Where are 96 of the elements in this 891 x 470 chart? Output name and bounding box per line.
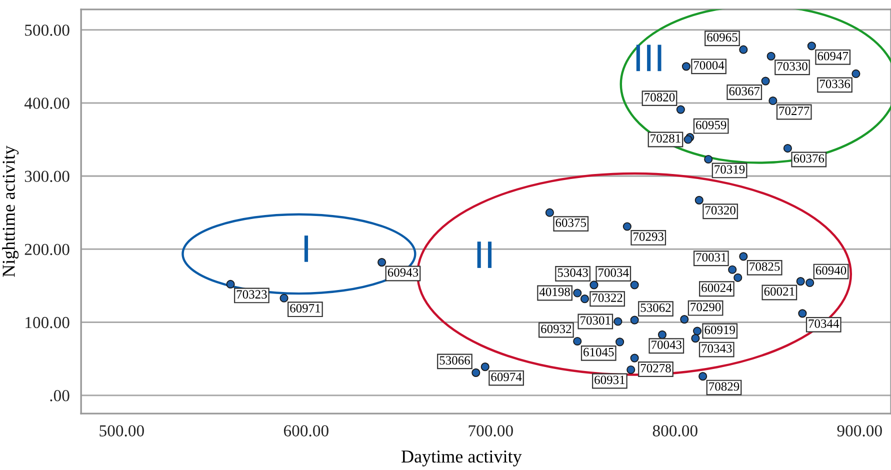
annotation: 40198	[539, 288, 570, 296]
point	[573, 336, 582, 346]
point	[783, 144, 792, 153]
point	[739, 45, 748, 54]
point	[680, 315, 689, 324]
y-tick-label: 300.00	[24, 170, 70, 182]
annotation: 60932	[541, 324, 572, 334]
annotation: 60959	[696, 120, 726, 130]
point	[226, 280, 235, 289]
point	[728, 265, 737, 274]
point	[798, 309, 807, 318]
annotation: 53062	[640, 304, 671, 312]
annotation: 70277	[779, 106, 810, 116]
point	[472, 368, 480, 377]
annotation: 70004	[694, 61, 724, 70]
annotation: 70322	[592, 294, 622, 302]
annotation: 70825	[750, 262, 780, 271]
y-axis-title: Nighttime activity	[2, 146, 19, 277]
y-tick-label: .00	[50, 390, 70, 402]
annotation: 70031	[696, 253, 726, 262]
annotation: 60021	[764, 287, 794, 296]
point	[573, 288, 582, 298]
annotation: 60965	[707, 33, 738, 42]
x-axis-title: Daytime activity	[402, 450, 522, 466]
annotation: 70820	[644, 93, 675, 102]
annotation: 60376	[794, 154, 824, 163]
annotation: 60024	[702, 284, 732, 292]
point	[622, 222, 632, 231]
annotation: 70330	[777, 62, 808, 71]
annotation: 70281	[650, 134, 680, 143]
point	[614, 317, 622, 326]
x-tick-label: 700.00	[468, 425, 513, 437]
annotation: 60943	[388, 268, 418, 277]
point	[796, 277, 805, 286]
annotation: 70278	[640, 364, 671, 372]
x-tick-label: 600.00	[284, 425, 328, 437]
annotation: 53043	[558, 268, 588, 277]
point	[698, 372, 708, 381]
point	[280, 294, 288, 302]
point	[626, 365, 636, 374]
annotation: 60947	[818, 52, 848, 60]
point	[658, 330, 667, 339]
annotation: II	[477, 242, 492, 268]
point	[480, 362, 490, 372]
annotation: 60919	[704, 326, 735, 334]
point	[734, 273, 742, 282]
point	[704, 154, 713, 164]
annotation: 60971	[290, 304, 320, 312]
annotation: 61045	[584, 348, 614, 356]
point	[676, 105, 685, 114]
x-tick-label: 800.00	[652, 425, 698, 437]
annotation: 70043	[652, 340, 682, 350]
point	[580, 294, 590, 304]
point	[630, 316, 639, 324]
annotation: 70301	[580, 316, 610, 325]
point	[768, 96, 778, 106]
annotation: 70320	[706, 206, 736, 215]
annotation: 60931	[594, 376, 625, 384]
y-tick-label: 200.00	[24, 244, 70, 256]
point	[852, 69, 860, 78]
annotation: 70319	[714, 165, 745, 174]
annotation: 70343	[702, 344, 732, 353]
point	[682, 62, 691, 71]
annotation: 60974	[491, 372, 522, 382]
annotation: I	[304, 236, 308, 262]
point	[807, 42, 816, 50]
point	[761, 76, 770, 86]
point	[806, 278, 814, 288]
point	[694, 196, 704, 204]
annotation: 70323	[236, 290, 267, 299]
point	[692, 326, 702, 336]
annotation: 70034	[598, 268, 629, 277]
point	[616, 338, 624, 346]
point	[378, 258, 386, 267]
annotation: III	[636, 44, 662, 72]
annotation: 60375	[556, 218, 586, 227]
point	[766, 52, 776, 60]
y-tick-label: 100.00	[26, 316, 70, 328]
y-tick-label: 500.00	[25, 24, 70, 36]
annotation: 53066	[440, 356, 470, 365]
annotation: 70336	[820, 80, 850, 88]
point	[545, 208, 554, 217]
annotation: 70293	[634, 232, 664, 241]
point	[630, 354, 639, 362]
point	[739, 252, 748, 261]
annotation: 70290	[690, 302, 721, 312]
annotation: 70344	[808, 319, 840, 328]
annotation: 70829	[709, 382, 740, 391]
annotation: 60367	[729, 86, 760, 96]
point	[630, 280, 639, 290]
x-tick-label: 500.00	[100, 425, 144, 437]
point	[590, 280, 598, 290]
point	[691, 334, 700, 343]
x-tick-label: 900.00	[837, 425, 882, 437]
annotation: 60940	[816, 266, 846, 275]
y-tick-label: 400.00	[24, 98, 70, 109]
